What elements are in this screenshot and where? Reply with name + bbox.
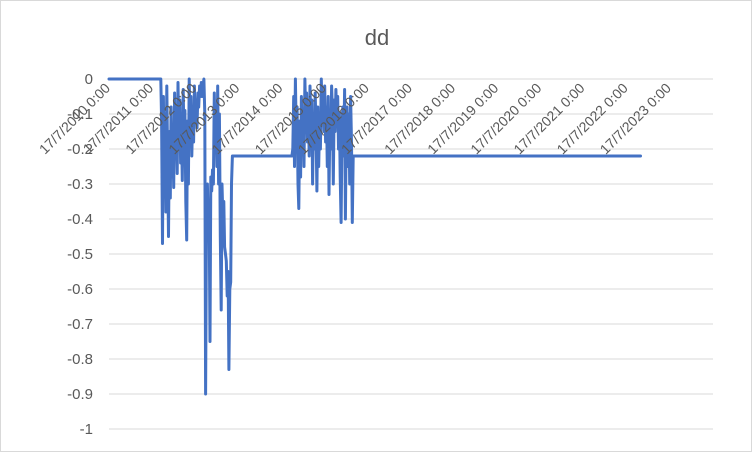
y-tick-label: -0.9 xyxy=(67,386,93,403)
y-tick-label: -0.8 xyxy=(67,351,93,368)
series-line-dd xyxy=(107,77,642,396)
y-tick-label: -0.7 xyxy=(67,316,93,333)
y-axis-ticks: 0 -0.1 -0.2 -0.3 -0.4 -0.5 -0.6 -0.7 -0.8 -0.9 -1 xyxy=(67,71,93,438)
y-tick-label: -0.5 xyxy=(67,246,93,263)
chart-title: dd xyxy=(365,25,389,50)
y-tick-label: -0.6 xyxy=(67,281,93,298)
y-tick-label: 0 xyxy=(85,71,93,88)
y-tick-label: -0.4 xyxy=(67,211,93,228)
y-tick-label: -1 xyxy=(80,421,93,438)
series-layer xyxy=(107,77,642,396)
y-tick-label: -0.1 xyxy=(67,106,93,123)
y-tick-label: -0.2 xyxy=(67,141,93,158)
y-tick-label: -0.3 xyxy=(67,176,93,193)
